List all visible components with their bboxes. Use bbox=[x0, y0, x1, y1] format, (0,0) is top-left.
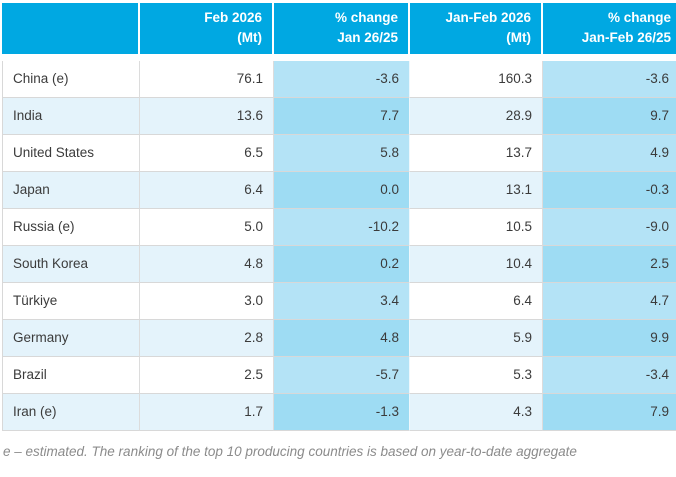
janfeb-value-cell: 4.3 bbox=[410, 393, 543, 431]
pct-janfeb-cell: 2.5 bbox=[543, 245, 676, 283]
pct-jan-cell: 0.0 bbox=[274, 171, 410, 209]
pct-jan-cell: 3.4 bbox=[274, 282, 410, 320]
pct-janfeb-cell: -3.4 bbox=[543, 356, 676, 394]
janfeb-value-cell: 10.5 bbox=[410, 208, 543, 246]
pct-jan-cell: 4.8 bbox=[274, 319, 410, 357]
table-row-united-states: United States 6.5 5.8 13.7 4.9 bbox=[2, 134, 676, 172]
pct-janfeb-cell: 9.9 bbox=[543, 319, 676, 357]
country-cell: South Korea bbox=[2, 245, 140, 283]
footnote: e – estimated. The ranking of the top 10… bbox=[3, 443, 577, 459]
country-cell: United States bbox=[2, 134, 140, 172]
feb-value-cell: 2.5 bbox=[140, 356, 274, 394]
col-header-jan-feb-2026-mt: Jan-Feb 2026 (Mt) bbox=[410, 3, 543, 54]
table-row-china: China (e) 76.1 -3.6 160.3 -3.6 bbox=[2, 60, 676, 98]
table-row-germany: Germany 2.8 4.8 5.9 9.9 bbox=[2, 319, 676, 357]
country-cell: Brazil bbox=[2, 356, 140, 394]
janfeb-value-cell: 5.3 bbox=[410, 356, 543, 394]
country-cell: Iran (e) bbox=[2, 393, 140, 431]
country-cell: Germany bbox=[2, 319, 140, 357]
col-header-pct-change-jan: % change Jan 26/25 bbox=[274, 3, 410, 54]
pct-janfeb-cell: 7.9 bbox=[543, 393, 676, 431]
col-header-pct-change-jan-feb: % change Jan-Feb 26/25 bbox=[543, 3, 676, 54]
pct-jan-cell: -3.6 bbox=[274, 60, 410, 98]
pct-jan-cell: -1.3 bbox=[274, 393, 410, 431]
pct-jan-cell: -5.7 bbox=[274, 356, 410, 394]
feb-value-cell: 6.5 bbox=[140, 134, 274, 172]
feb-value-cell: 3.0 bbox=[140, 282, 274, 320]
janfeb-value-cell: 28.9 bbox=[410, 97, 543, 135]
table-row-turkiye: Türkiye 3.0 3.4 6.4 4.7 bbox=[2, 282, 676, 320]
feb-value-cell: 76.1 bbox=[140, 60, 274, 98]
feb-value-cell: 6.4 bbox=[140, 171, 274, 209]
janfeb-value-cell: 13.7 bbox=[410, 134, 543, 172]
country-cell: Russia (e) bbox=[2, 208, 140, 246]
janfeb-value-cell: 6.4 bbox=[410, 282, 543, 320]
pct-jan-cell: 5.8 bbox=[274, 134, 410, 172]
steel-production-table: Feb 2026 (Mt) % change Jan 26/25 Jan-Feb… bbox=[2, 3, 676, 431]
pct-janfeb-cell: 4.9 bbox=[543, 134, 676, 172]
table-row-russia: Russia (e) 5.0 -10.2 10.5 -9.0 bbox=[2, 208, 676, 246]
pct-jan-cell: 7.7 bbox=[274, 97, 410, 135]
country-cell: Japan bbox=[2, 171, 140, 209]
table-row-brazil: Brazil 2.5 -5.7 5.3 -3.4 bbox=[2, 356, 676, 394]
header-body-spacer bbox=[2, 53, 676, 61]
pct-jan-cell: -10.2 bbox=[274, 208, 410, 246]
feb-value-cell: 4.8 bbox=[140, 245, 274, 283]
janfeb-value-cell: 13.1 bbox=[410, 171, 543, 209]
page: Feb 2026 (Mt) % change Jan 26/25 Jan-Feb… bbox=[2, 3, 676, 459]
pct-janfeb-cell: 9.7 bbox=[543, 97, 676, 135]
janfeb-value-cell: 10.4 bbox=[410, 245, 543, 283]
pct-janfeb-cell: -9.0 bbox=[543, 208, 676, 246]
pct-janfeb-cell: -0.3 bbox=[543, 171, 676, 209]
pct-jan-cell: 0.2 bbox=[274, 245, 410, 283]
country-cell: India bbox=[2, 97, 140, 135]
table-row-japan: Japan 6.4 0.0 13.1 -0.3 bbox=[2, 171, 676, 209]
janfeb-value-cell: 5.9 bbox=[410, 319, 543, 357]
table-row-india: India 13.6 7.7 28.9 9.7 bbox=[2, 97, 676, 135]
table-row-south-korea: South Korea 4.8 0.2 10.4 2.5 bbox=[2, 245, 676, 283]
table-row-iran: Iran (e) 1.7 -1.3 4.3 7.9 bbox=[2, 393, 676, 431]
feb-value-cell: 5.0 bbox=[140, 208, 274, 246]
pct-janfeb-cell: -3.6 bbox=[543, 60, 676, 98]
country-cell: Türkiye bbox=[2, 282, 140, 320]
feb-value-cell: 2.8 bbox=[140, 319, 274, 357]
country-cell: China (e) bbox=[2, 60, 140, 98]
feb-value-cell: 1.7 bbox=[140, 393, 274, 431]
pct-janfeb-cell: 4.7 bbox=[543, 282, 676, 320]
col-header-country bbox=[2, 3, 140, 54]
feb-value-cell: 13.6 bbox=[140, 97, 274, 135]
janfeb-value-cell: 160.3 bbox=[410, 60, 543, 98]
col-header-feb-2026-mt: Feb 2026 (Mt) bbox=[140, 3, 274, 54]
table-header-row: Feb 2026 (Mt) % change Jan 26/25 Jan-Feb… bbox=[2, 3, 676, 54]
